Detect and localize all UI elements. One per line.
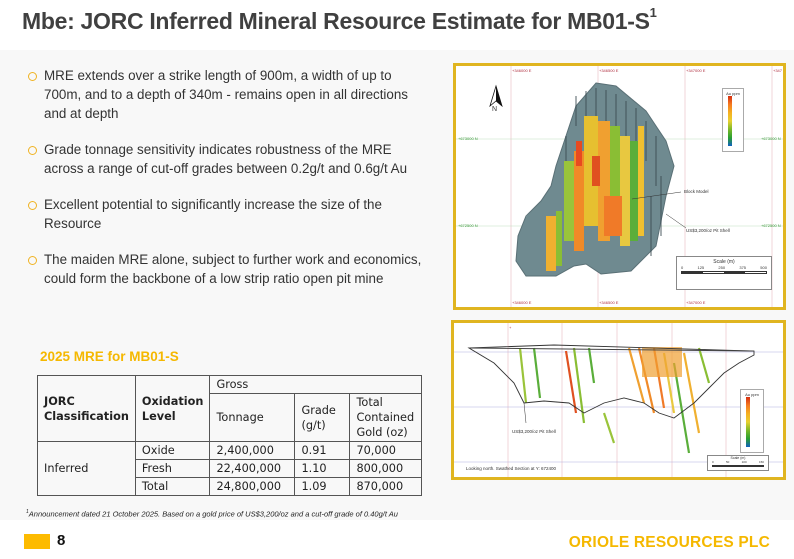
northing-label: +673000 N — [458, 136, 478, 141]
company-brand: ORIOLE RESOURCES PLC — [568, 534, 770, 551]
header-gross: Gross — [209, 375, 423, 394]
north-arrow-icon — [489, 84, 503, 108]
northing-label: +672500 N — [761, 223, 781, 228]
header-tonnage: Tonnage — [209, 393, 296, 442]
page-title: Mbe: JORC Inferred Mineral Resource Esti… — [22, 5, 657, 34]
header-gold: Total Contained Gold (oz) — [349, 393, 423, 442]
table-subheader-row: Tonnage Grade (g/t) Total Contained Gold… — [38, 393, 423, 442]
callout-pit-shell: US$3,200/oz Pit Shell — [686, 228, 730, 233]
block-model-plan-figure: N +346000 E +346500 E +347000 E +347 +34… — [453, 63, 786, 310]
title-bar: Mbe: JORC Inferred Mineral Resource Esti… — [0, 0, 794, 50]
bullet-item: Excellent potential to significantly inc… — [28, 195, 428, 233]
color-ramp — [728, 96, 732, 146]
mre-table: JORC Classification Oxidation Level Gros… — [37, 375, 423, 496]
block-model-plan-image — [456, 66, 783, 307]
section-easting-label: + — [509, 325, 512, 330]
bullet-circle-icon — [28, 72, 37, 81]
cell-tonnage: 2,400,000 — [209, 441, 296, 460]
callout-block-model: Block Model — [684, 189, 709, 194]
footnote: 1Announcement dated 21 October 2025. Bas… — [26, 509, 398, 519]
section-caption: Looking north. Swathed Section at Y: 672… — [466, 466, 556, 471]
cross-section-image — [454, 323, 783, 477]
cell-oxidation: Total — [134, 477, 211, 496]
bullet-item: The maiden MRE alone, subject to further… — [28, 250, 428, 288]
bullet-list: MRE extends over a strike length of 900m… — [28, 66, 428, 305]
cell-gold: 70,000 — [349, 441, 423, 460]
cell-classification: Inferred — [37, 441, 136, 496]
cell-grade: 1.09 — [294, 477, 351, 496]
cell-grade: 0.91 — [294, 441, 351, 460]
cell-oxidation: Oxide — [134, 441, 211, 460]
cell-grade: 1.10 — [294, 459, 351, 478]
easting-label: +346500 E — [599, 68, 619, 73]
section-scale-bar: Scale (m) 0 50 100 150 — [707, 455, 769, 471]
section-grade-legend: Au ppm — [740, 389, 764, 453]
table-header-row: JORC Classification Oxidation Level Gros… — [37, 375, 423, 442]
table-row: Total 24,800,000 1.09 870,000 — [38, 477, 423, 496]
page-marker-bar — [24, 534, 50, 549]
northing-label: +673000 N — [761, 136, 781, 141]
easting-label: +346000 E — [512, 300, 532, 305]
bullet-circle-icon — [28, 146, 37, 155]
cell-tonnage: 22,400,000 — [209, 459, 296, 478]
easting-label: +346500 E — [599, 300, 619, 305]
callout-pit-shell: US$3,200/oz Pit Shell — [512, 429, 556, 434]
bullet-item: Grade tonnage sensitivity indicates robu… — [28, 140, 428, 178]
header-classification: JORC Classification — [37, 375, 136, 442]
cell-tonnage: 24,800,000 — [209, 477, 296, 496]
grade-legend: Au ppm — [722, 88, 744, 152]
easting-label: +347000 E — [686, 300, 706, 305]
header-grade: Grade (g/t) — [294, 393, 351, 442]
bullet-circle-icon — [28, 201, 37, 210]
scale-bar: Scale (m) 0 125 250 375 500 — [676, 256, 772, 290]
cell-gold: 870,000 — [349, 477, 423, 496]
cell-oxidation: Fresh — [134, 459, 211, 478]
bullet-item: MRE extends over a strike length of 900m… — [28, 66, 428, 123]
table-row: Inferred Oxide 2,400,000 0.91 70,000 — [37, 441, 423, 496]
cross-section-figure: + Au ppm US$3,200/oz Pit Shell Looking n… — [451, 320, 786, 480]
easting-label: +347000 E — [686, 68, 706, 73]
easting-label: +346000 E — [512, 68, 532, 73]
color-ramp — [746, 397, 750, 447]
header-oxidation: Oxidation Level — [134, 375, 211, 442]
north-label: N — [492, 106, 498, 113]
easting-label: +347 — [773, 68, 783, 73]
bullet-circle-icon — [28, 256, 37, 265]
table-title: 2025 MRE for MB01-S — [40, 349, 179, 364]
cell-gold: 800,000 — [349, 459, 423, 478]
page-number: 8 — [57, 532, 66, 549]
northing-label: +672500 N — [458, 223, 478, 228]
